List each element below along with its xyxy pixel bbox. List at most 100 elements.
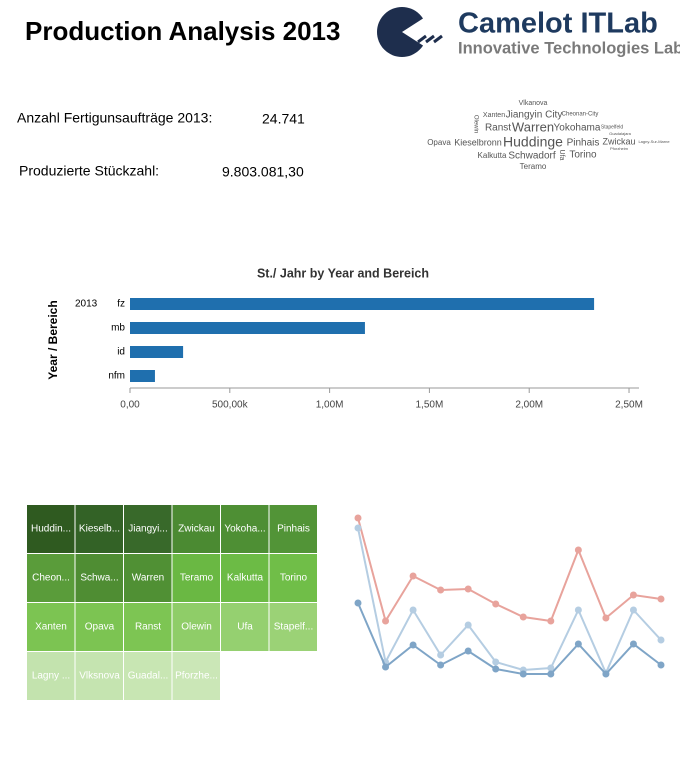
treemap-label: Kieselb... [79, 524, 120, 535]
line-point [464, 647, 472, 655]
treemap-cell [269, 554, 317, 602]
word: Huddinge [503, 134, 563, 150]
word: Torino [569, 150, 597, 161]
line-point [437, 661, 445, 669]
treemap-cell [172, 554, 220, 602]
treemap-label: Guadal... [128, 671, 169, 682]
logo-name: Camelot ITLab [458, 8, 658, 40]
x-tick-label: 2,00M [515, 400, 543, 411]
line-point [354, 599, 362, 607]
treemap-cell [221, 554, 269, 602]
line-point [492, 600, 500, 608]
line-point [547, 664, 555, 672]
treemap-label: Zwickau [178, 524, 215, 535]
kpi-value: 24.741 [262, 111, 305, 127]
line-point [519, 670, 527, 678]
word: Kalkutta [478, 151, 507, 160]
treemap-cell [124, 554, 172, 602]
line-point [657, 636, 665, 644]
word: Kieselbronn [454, 137, 502, 147]
treemap-label: Ranst [135, 622, 161, 633]
treemap-cell [172, 505, 220, 553]
y-tick-label: mb [111, 323, 125, 334]
line-point [629, 640, 637, 648]
treemap-label: Olewin [181, 622, 212, 633]
word: Vlkanova [519, 100, 548, 107]
chart-title: St./ Jahr by Year and Bereich [257, 266, 429, 280]
word: Jiangyin City [506, 110, 563, 121]
line-point [492, 665, 500, 673]
line-point [437, 651, 445, 659]
treemap-cell [221, 505, 269, 553]
treemap-label: Opava [85, 622, 115, 633]
y-axis-label: Year / Bereich [46, 300, 60, 379]
kpi-label: Anzahl Fertigunsaufträge 2013: [17, 110, 212, 126]
logo-icon-cut [402, 14, 430, 50]
line-point [602, 670, 610, 678]
line-point [382, 663, 390, 671]
line-point [629, 591, 637, 599]
word: Zwickau [602, 136, 635, 146]
logo: Camelot ITLab Innovative Technologies La… [377, 7, 680, 57]
bar [130, 370, 155, 382]
treemap-cell [269, 603, 317, 651]
line-point [657, 661, 665, 669]
word: Ufa [558, 150, 565, 161]
line-point [409, 606, 417, 614]
treemap-label: Cheon... [32, 573, 70, 584]
bar [130, 322, 365, 334]
line-series [357, 602, 662, 676]
y-tick-label: fz [117, 299, 125, 310]
word: Stapelfeld [601, 124, 623, 130]
x-tick-label: 2,50M [615, 400, 643, 411]
treemap-label: Jiangyi... [128, 524, 167, 535]
treemap-cell [124, 603, 172, 651]
word: Pforzheim [610, 146, 629, 151]
charts: St./ Jahr by Year and Bereich Year / Bere… [27, 266, 665, 700]
treemap-cell [75, 505, 123, 553]
line-series [357, 517, 662, 624]
line-point [547, 670, 555, 678]
y-tick-label: nfm [108, 371, 125, 382]
line-point [492, 658, 500, 666]
page-title: Production Analysis 2013 [25, 16, 340, 46]
treemap-label: Ufa [237, 622, 253, 633]
word: Opava [427, 138, 451, 147]
word: Teramo [520, 162, 547, 171]
treemap-cell [27, 554, 75, 602]
treemap-cell [221, 603, 269, 651]
treemap-cell [269, 505, 317, 553]
treemap-label: Huddin... [31, 524, 71, 535]
line-point [574, 546, 582, 554]
line-point [354, 514, 362, 522]
treemap-cell [75, 554, 123, 602]
word: Schwadorf [508, 151, 555, 162]
treemap-label: Vlksnova [79, 671, 120, 682]
treemap-label: Kalkutta [227, 573, 264, 584]
treemap-label: Schwa... [80, 573, 118, 584]
treemap-label: Warren [132, 573, 164, 584]
word: Cheonan-City [562, 112, 599, 118]
treemap-label: Pinhais [277, 524, 310, 535]
logo-icon-dashes [417, 34, 443, 44]
line-series [357, 527, 662, 676]
line-point [409, 572, 417, 580]
line-point [464, 621, 472, 629]
line-point [657, 595, 665, 603]
word: Warren [512, 119, 554, 134]
word: Yokohama [554, 123, 601, 134]
word: Pinhais [567, 138, 600, 149]
treemap-cell [75, 603, 123, 651]
line-point [464, 585, 472, 593]
kpi-value: 9.803.081,30 [222, 164, 304, 180]
line-point [547, 617, 555, 625]
treemap-label: Yokoha... [224, 524, 265, 535]
line-point [382, 617, 390, 625]
y-tick-label: id [117, 347, 125, 358]
word: Guadalajara [609, 131, 632, 136]
word: Olewin [472, 115, 478, 133]
line-point [629, 606, 637, 614]
treemap-cell [27, 603, 75, 651]
treemap-cell [27, 652, 75, 700]
